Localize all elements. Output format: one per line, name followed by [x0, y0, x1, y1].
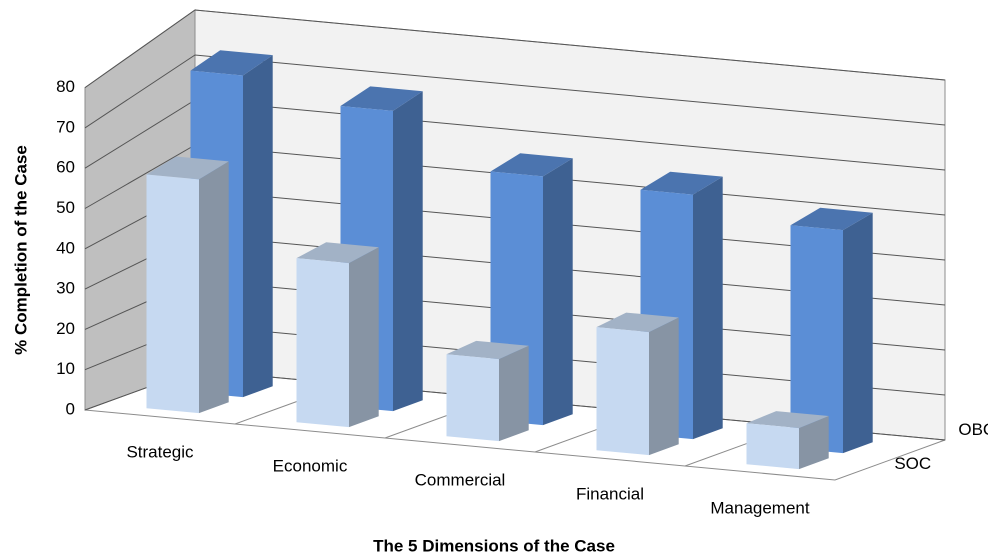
x-tick-label: Strategic	[126, 442, 194, 461]
bar	[596, 312, 679, 456]
bar-top	[340, 86, 423, 111]
bar-front	[446, 354, 499, 442]
bar-front	[746, 423, 799, 470]
y-axis-title: % Completion of the Case	[11, 145, 30, 355]
x-tick-label: Economic	[273, 456, 348, 475]
grid-line	[84, 9, 946, 89]
bar-top	[146, 156, 229, 180]
y-tick-label: 20	[56, 319, 75, 338]
y-tick-label: 0	[66, 399, 75, 418]
bar-top	[746, 411, 829, 429]
bar-side	[499, 345, 529, 442]
bar-side	[649, 317, 679, 456]
bar-top	[640, 171, 723, 195]
x-tick-label: Management	[710, 498, 810, 517]
bar	[146, 156, 229, 414]
bar-side	[843, 212, 873, 454]
bar	[296, 242, 379, 428]
y-tick-label: 40	[56, 238, 75, 257]
bar-top	[490, 153, 573, 177]
y-tick-label: 70	[56, 117, 75, 136]
bar-side	[243, 55, 273, 398]
y-tick-label: 50	[56, 198, 75, 217]
x-axis-title: The 5 Dimensions of the Case	[373, 536, 615, 555]
y-tick-label: 80	[56, 77, 75, 96]
bar-side	[349, 247, 379, 428]
y-tick-label: 60	[56, 158, 75, 177]
bar-front	[146, 174, 199, 414]
bar-front	[596, 327, 649, 456]
bar-top	[190, 50, 273, 76]
bar-top	[596, 312, 679, 333]
bar-top	[296, 242, 379, 264]
bar-side	[543, 158, 573, 426]
bar-front	[296, 258, 349, 428]
y-tick-label: 30	[56, 279, 75, 298]
bar	[446, 340, 529, 442]
bar-top	[790, 207, 873, 231]
bar-top	[446, 340, 529, 360]
x-tick-label: Commercial	[415, 470, 506, 489]
bar-side	[693, 176, 723, 440]
y-tick-label: 10	[56, 359, 75, 378]
x-tick-label: Financial	[576, 484, 644, 503]
grid-line	[84, 54, 946, 129]
bar-front	[790, 225, 843, 454]
depth-label: SOC	[894, 454, 931, 473]
bar-side	[799, 416, 829, 470]
bar-side	[199, 161, 229, 414]
depth-label: OBC	[958, 420, 988, 439]
bar-side	[393, 91, 423, 412]
bar	[746, 411, 829, 470]
bar	[790, 207, 873, 454]
